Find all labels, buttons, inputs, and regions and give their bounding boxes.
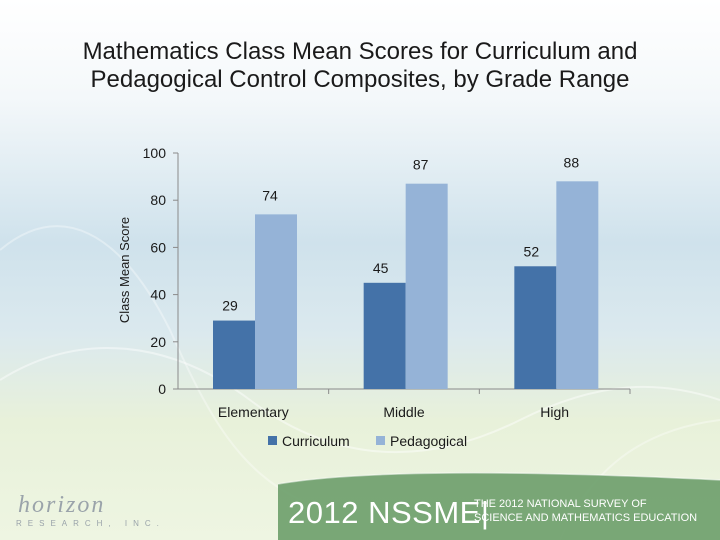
data-label: 88: [564, 154, 580, 170]
bar-pedagogical-elementary: [255, 214, 297, 389]
data-label: 29: [222, 298, 238, 314]
y-tick-label: 80: [150, 192, 166, 208]
y-axis-label: Class Mean Score: [117, 217, 132, 323]
data-label: 52: [524, 243, 540, 259]
y-tick-label: 40: [150, 287, 166, 303]
horizon-research-logo: horizon RESEARCH, INC.: [12, 488, 172, 537]
y-tick-label: 0: [158, 381, 166, 397]
data-label: 74: [262, 187, 278, 203]
x-category-label: Elementary: [218, 404, 289, 420]
svg-text:RESEARCH, INC.: RESEARCH, INC.: [16, 519, 165, 528]
legend-label-pedagogical: Pedagogical: [390, 433, 467, 449]
footer-event-name: 2012 NSSME|: [288, 495, 490, 530]
footer-survey-line-1: THE 2012 NATIONAL SURVEY OF: [474, 498, 647, 510]
footer-survey-name: THE 2012 NATIONAL SURVEY OF SCIENCE AND …: [474, 497, 720, 525]
svg-text:horizon: horizon: [18, 492, 105, 518]
bar-pedagogical-middle: [405, 183, 448, 389]
chart-title: Mathematics Class Mean Scores for Curric…: [0, 38, 720, 94]
bar-curriculum-elementary: [213, 320, 255, 389]
data-label: 45: [373, 260, 389, 276]
footer-survey-line-2: SCIENCE AND MATHEMATICS EDUCATION: [474, 512, 698, 524]
legend-label-curriculum: Curriculum: [282, 433, 350, 449]
chart-title-line-2: Pedagogical Control Composites, by Grade…: [90, 66, 630, 93]
chart-title-line-1: Mathematics Class Mean Scores for Curric…: [82, 38, 638, 65]
y-tick-label: 100: [143, 145, 167, 161]
y-tick-label: 60: [150, 239, 166, 255]
data-label: 87: [413, 157, 429, 173]
bar-pedagogical-high: [556, 181, 599, 389]
logo-mark: horizon RESEARCH, INC.: [16, 492, 165, 528]
legend-swatch-curriculum: [268, 436, 277, 445]
y-tick-label: 20: [150, 334, 166, 350]
x-category-label: High: [540, 404, 569, 420]
bar-curriculum-middle: [363, 282, 406, 389]
x-category-label: Middle: [383, 404, 424, 420]
legend-swatch-pedagogical: [376, 436, 385, 445]
bar-curriculum-high: [514, 266, 557, 389]
